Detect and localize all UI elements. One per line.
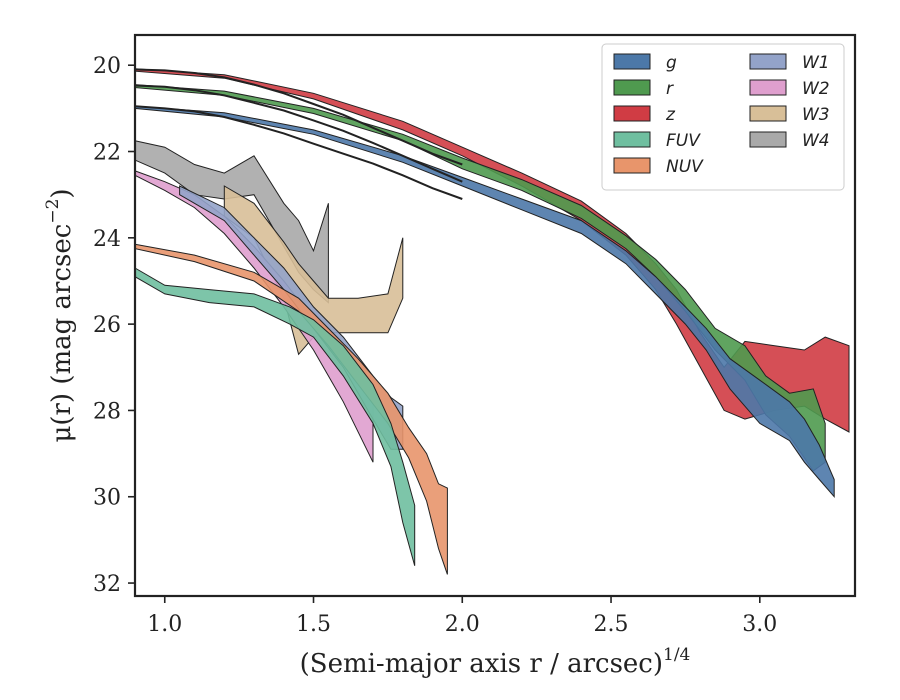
legend-swatch-w3 xyxy=(749,105,787,122)
y-tick-label: 32 xyxy=(93,572,121,597)
profile-line-layer xyxy=(134,68,463,200)
x-tick-label: 2.5 xyxy=(594,612,629,637)
legend-swatch-w2 xyxy=(749,79,787,96)
band-layer xyxy=(134,68,850,575)
y-axis: 20 22 24 26 28 30 32 xyxy=(93,54,135,597)
legend-label-g: g xyxy=(666,53,677,73)
y-tick-label: 30 xyxy=(93,486,121,511)
x-axis-title: (Semi-major axis r / arcsec)1/4 xyxy=(300,645,691,679)
legend-swatch-w4 xyxy=(749,131,787,148)
legend-swatch-nuv xyxy=(613,157,651,174)
legend-label-nuv: NUV xyxy=(666,157,704,177)
legend-swatch-fuv xyxy=(613,131,651,148)
y-axis-title: μ(r) (mag arcsec−2) xyxy=(43,188,77,442)
x-tick-label: 3.0 xyxy=(742,612,777,637)
legend-label-fuv: FUV xyxy=(666,131,701,151)
x-tick-label: 1.0 xyxy=(147,612,182,637)
legend-label-r: r xyxy=(666,79,674,99)
y-tick-label: 24 xyxy=(93,227,121,252)
legend-label-w4: W4 xyxy=(802,131,830,151)
legend-label-z: z xyxy=(665,105,676,125)
plot-frame xyxy=(133,33,857,598)
legend: grz FUV NUV W1 W2 W3 W4 xyxy=(601,43,845,191)
x-axis: 1.0 1.5 2.0 2.5 3.0 xyxy=(147,596,777,637)
legend-label-w1: W1 xyxy=(802,53,830,73)
legend-label-w3: W3 xyxy=(802,105,830,125)
legend-label-w2: W2 xyxy=(802,79,830,99)
legend-swatch-r xyxy=(613,79,651,96)
x-tick-label: 1.5 xyxy=(296,612,331,637)
legend-swatch-g xyxy=(613,53,651,70)
band-fuv xyxy=(134,267,416,566)
y-tick-label: 20 xyxy=(93,54,121,79)
band-g xyxy=(134,105,835,499)
profile-line-3 xyxy=(134,105,463,200)
x-tick-label: 2.0 xyxy=(445,612,480,637)
legend-swatch-w1 xyxy=(749,53,787,70)
y-tick-label: 26 xyxy=(93,313,121,338)
profile-line-2 xyxy=(134,84,463,183)
y-tick-label: 28 xyxy=(93,399,121,424)
profile-line-1 xyxy=(134,68,463,166)
legend-swatch-z xyxy=(613,105,651,122)
y-tick-label: 22 xyxy=(93,141,121,166)
